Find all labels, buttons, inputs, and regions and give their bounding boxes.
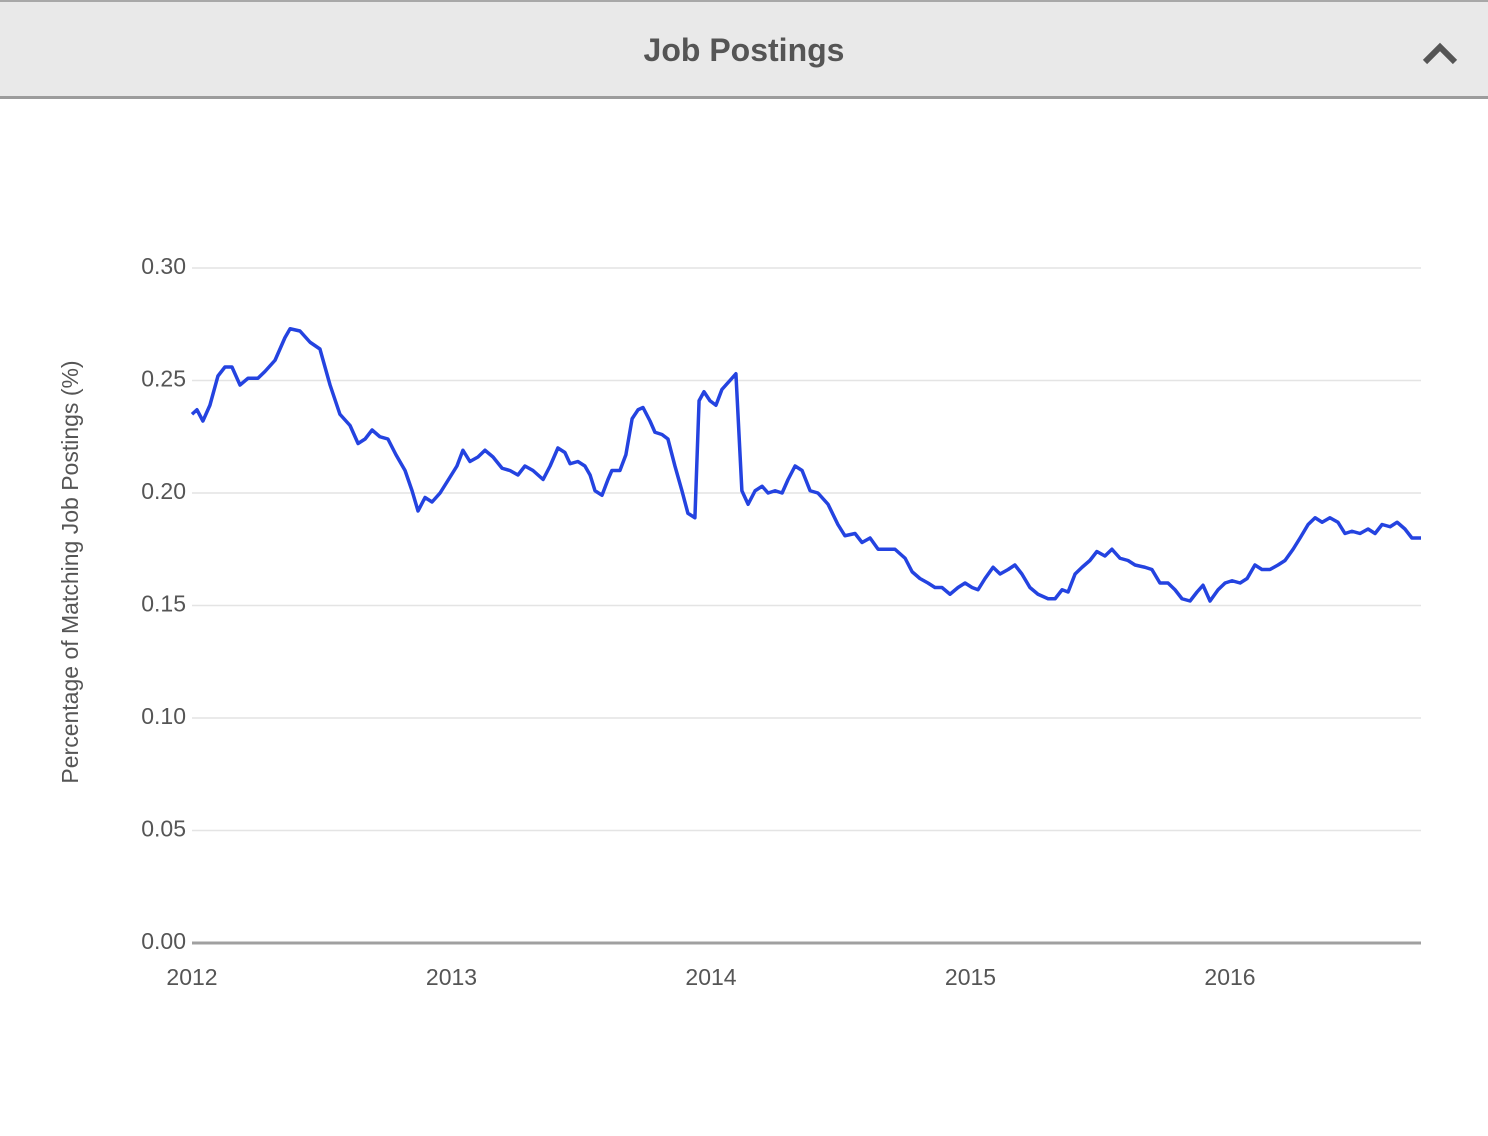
chart: Percentage of Matching Job Postings (%) … — [57, 253, 1421, 990]
x-tick-label: 2016 — [1204, 964, 1255, 990]
y-tick-label: 0.00 — [141, 928, 186, 954]
y-axis-label: Percentage of Matching Job Postings (%) — [57, 360, 83, 783]
page: Job Postings Percentage of Matching Job … — [0, 0, 1488, 991]
x-tick-label: 2014 — [685, 964, 736, 990]
collapse-button[interactable] — [1420, 38, 1460, 68]
x-tick-label: 2013 — [426, 964, 477, 990]
x-tick-label: 2012 — [166, 964, 217, 990]
panel-header: Job Postings — [0, 0, 1488, 99]
panel-title: Job Postings — [643, 32, 845, 68]
y-tick-label: 0.20 — [141, 478, 186, 504]
data-line — [190, 327, 1421, 603]
y-tick-label: 0.15 — [141, 591, 186, 617]
y-tick-label: 0.30 — [141, 253, 186, 279]
x-tick-label: 2015 — [945, 964, 996, 990]
y-tick-label: 0.25 — [141, 366, 186, 392]
y-tick-label: 0.10 — [141, 703, 186, 729]
y-tick-label: 0.05 — [141, 816, 186, 842]
caret-icon — [1422, 42, 1458, 65]
